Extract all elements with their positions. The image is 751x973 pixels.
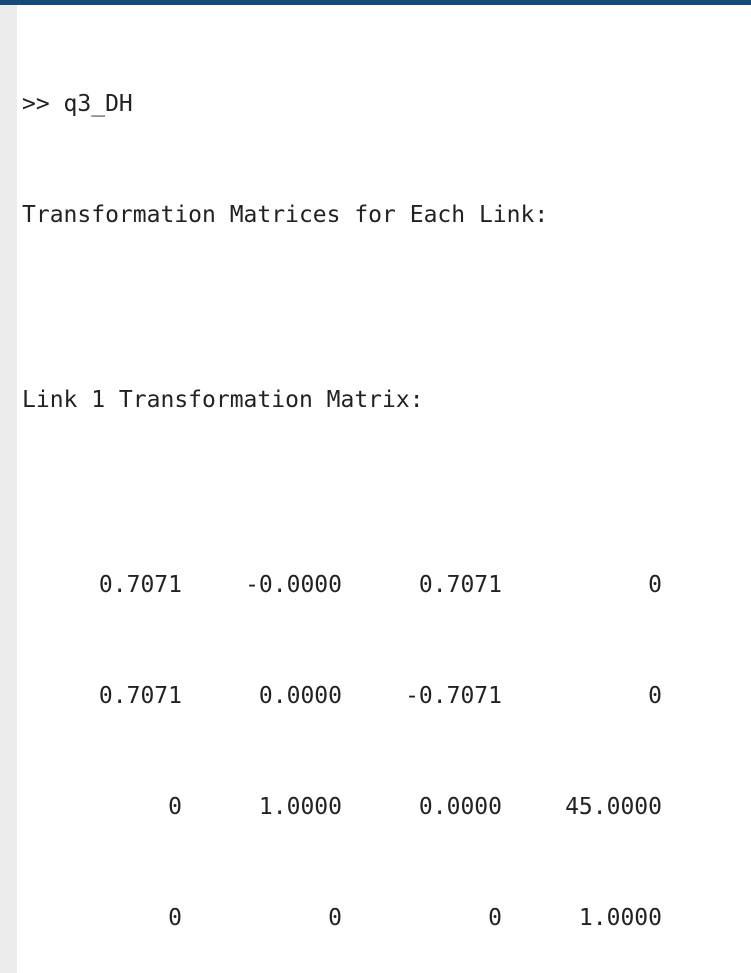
matrix-cell: 0.7071 [98, 683, 182, 709]
output-heading: Transformation Matrices for Each Link: [22, 202, 549, 228]
matrix-cell: 0 [168, 905, 182, 931]
matrix-cell: 0 [488, 905, 502, 931]
window-top-bar [0, 0, 751, 5]
matrix-cell: 45.0000 [565, 794, 662, 820]
matrix-row: 0 0 0 1.0000 [22, 900, 662, 937]
matrix-cell: 0.0000 [418, 794, 502, 820]
link1-matrix: 0.7071 -0.0000 0.7071 0 0.7071 0.0000 -0… [22, 493, 662, 973]
matrix-cell: 1.0000 [258, 794, 342, 820]
console-output[interactable]: >> q3_DH Transformation Matrices for Eac… [22, 12, 662, 973]
matrix-cell: -0.0000 [245, 572, 342, 598]
matrix-cell: 0 [328, 905, 342, 931]
matrix-cell: 1.0000 [578, 905, 662, 931]
matrix-cell: 0 [168, 794, 182, 820]
matrix-cell: 0 [648, 683, 662, 709]
link1-title: Link 1 Transformation Matrix: [22, 387, 424, 413]
command-line: >> q3_DH [22, 91, 133, 117]
matrix-cell: -0.7071 [405, 683, 502, 709]
matrix-cell: 0 [648, 572, 662, 598]
matrix-cell: 0.7071 [98, 572, 182, 598]
left-gutter [0, 5, 17, 973]
matrix-cell: 0.7071 [418, 572, 502, 598]
matrix-cell: 0.0000 [258, 683, 342, 709]
matrix-row: 0 1.0000 0.0000 45.0000 [22, 789, 662, 826]
matrix-row: 0.7071 0.0000 -0.7071 0 [22, 678, 662, 715]
matrix-row: 0.7071 -0.0000 0.7071 0 [22, 567, 662, 604]
